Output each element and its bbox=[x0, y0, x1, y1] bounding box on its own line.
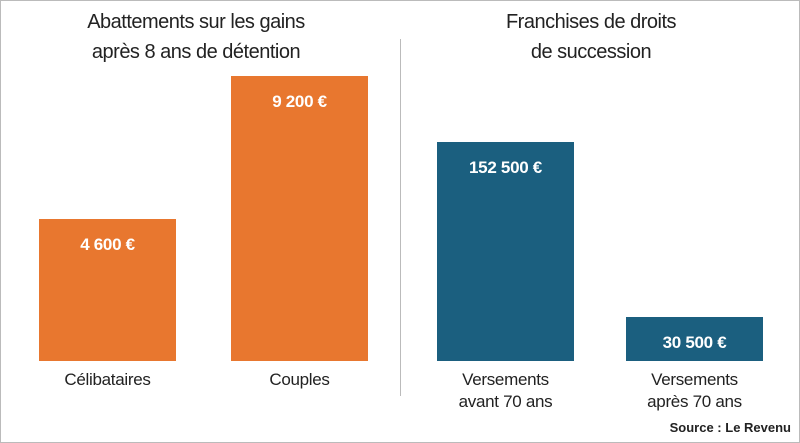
x-tick-label: Célibataires bbox=[64, 370, 151, 389]
bar bbox=[437, 142, 574, 361]
source: Source : Le Revenu bbox=[669, 420, 791, 435]
panel-title: Franchises de droits de succession bbox=[505, 11, 677, 63]
divider bbox=[400, 39, 401, 396]
x-tick-label: Couples bbox=[269, 370, 330, 389]
value-label: 30 500 € bbox=[662, 333, 727, 353]
value-label: 4 600 € bbox=[80, 234, 135, 254]
panel-title: Abattements sur les gains après 8 ans de… bbox=[87, 11, 305, 63]
value-label: 9 200 € bbox=[272, 92, 327, 111]
value-label: 152 500 € bbox=[469, 158, 542, 177]
x-tick-label: Versements avant 70 ans bbox=[458, 370, 553, 411]
x-tick-label: Versements après 70 ans bbox=[647, 370, 742, 411]
bar bbox=[231, 76, 368, 361]
bar bbox=[39, 218, 176, 361]
bar bbox=[626, 317, 763, 361]
